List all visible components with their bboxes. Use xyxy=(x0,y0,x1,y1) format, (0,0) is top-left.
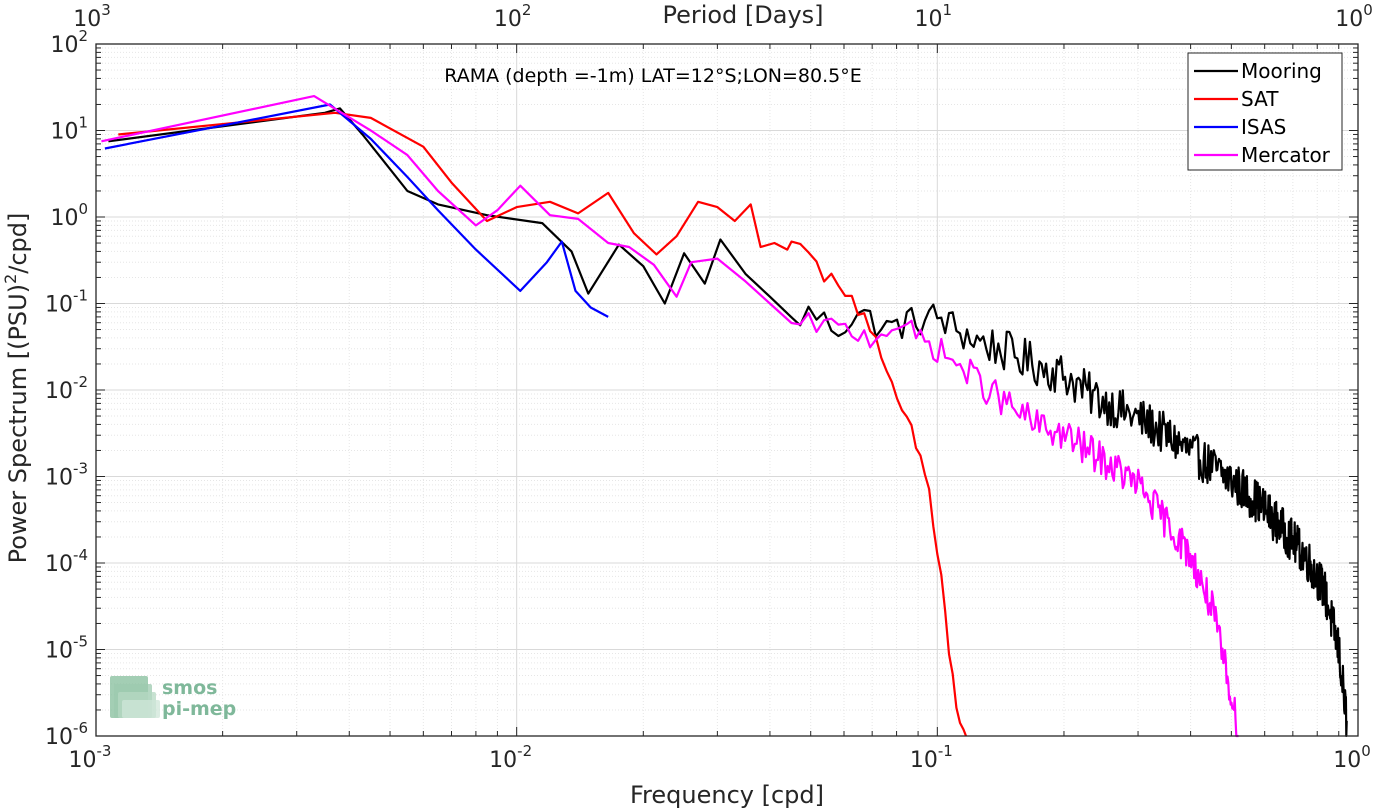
y-axis-label: Power Spectrum [(PSU)2/cpd] xyxy=(1,213,32,564)
x-axis-label: Frequency [cpd] xyxy=(630,781,824,809)
chart-annotation: RAMA (depth =-1m) LAT=12°S;LON=80.5°E xyxy=(444,65,861,87)
x-tick-label: 10-3 xyxy=(69,742,112,773)
logo-slab xyxy=(122,700,160,718)
series-layer xyxy=(101,95,1348,738)
series-line-sat xyxy=(118,111,968,737)
legend-label-sat: SAT xyxy=(1241,87,1279,111)
y-tick-label: 100 xyxy=(50,200,88,231)
y-tick-label: 10-6 xyxy=(45,719,88,750)
top-tick-label: 100 xyxy=(1335,1,1373,32)
y-tick-label: 102 xyxy=(50,27,88,58)
x-tick-label: 10-1 xyxy=(910,742,953,773)
tick-labels: 10-3 103 10-2 102 10-1 101 100 100 10-6 10-5 10-4 1… xyxy=(45,1,1373,773)
x-tick-label: 10-2 xyxy=(489,742,532,773)
y-tick-label: 10-3 xyxy=(45,460,88,491)
top-tick-label: 101 xyxy=(915,1,953,32)
top-tick-label: 102 xyxy=(494,1,532,32)
y-tick-label: 10-5 xyxy=(45,633,88,664)
legend: Mooring SAT ISAS Mercator xyxy=(1187,52,1343,171)
y-tick-label: 101 xyxy=(50,114,88,145)
legend-label-mercator: Mercator xyxy=(1241,143,1331,167)
series-line-mooring xyxy=(108,107,1348,737)
top-axis-label: Period [Days] xyxy=(662,1,823,29)
series-line-isas xyxy=(104,103,609,318)
legend-box xyxy=(1187,52,1343,171)
logo-line2: pi-mep xyxy=(162,698,236,720)
axis-ticks xyxy=(95,43,1359,737)
legend-label-isas: ISAS xyxy=(1241,115,1286,139)
top-tick-label: 103 xyxy=(73,1,111,32)
x-tick-label: 100 xyxy=(1333,742,1371,773)
logo-line1: smos xyxy=(162,677,217,699)
series-line-mercator xyxy=(101,95,1239,738)
legend-label-mooring: Mooring xyxy=(1241,59,1322,83)
y-tick-label: 10-2 xyxy=(45,373,88,404)
y-tick-label: 10-1 xyxy=(45,287,88,318)
y-tick-label: 10-4 xyxy=(45,546,88,577)
